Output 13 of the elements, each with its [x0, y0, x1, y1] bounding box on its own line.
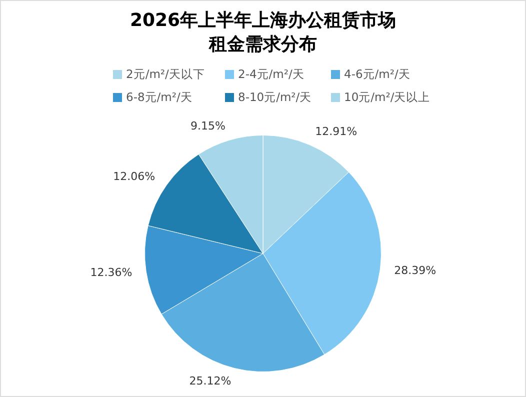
data-label: 9.15%	[190, 120, 226, 133]
legend-label: 4-6元/m²/天	[344, 67, 410, 81]
legend-label: 10元/m²/天以上	[344, 90, 430, 104]
legend-label: 2-4元/m²/天	[238, 67, 304, 81]
data-label: 28.39%	[394, 264, 436, 277]
chart-title: 2026年上半年上海办公租赁市场租金需求分布	[128, 9, 398, 57]
data-label: 25.12%	[189, 374, 232, 388]
legend-label: 8-10元/m²/天	[238, 90, 312, 104]
data-label: 12.36%	[90, 266, 132, 280]
data-label: 12.06%	[113, 170, 156, 183]
legend-label: 6-8元/m²/天	[126, 90, 192, 104]
legend-label: 2元/m²/天以下	[126, 67, 205, 81]
data-label: 12.91%	[315, 124, 358, 138]
